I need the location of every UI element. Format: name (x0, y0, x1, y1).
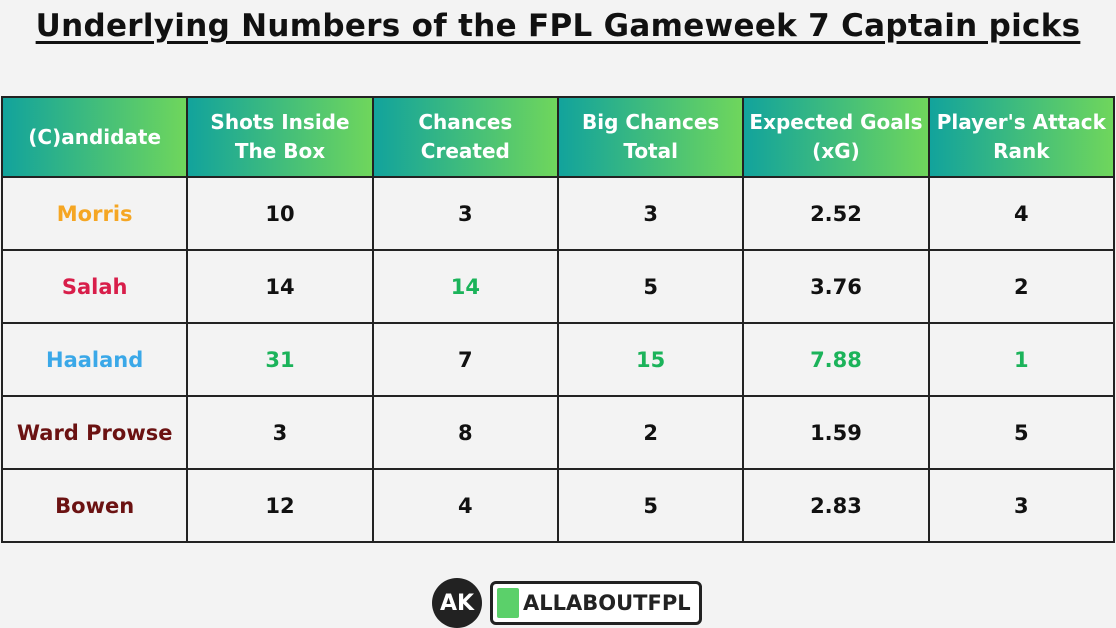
table-row: Morris 10 3 3 2.52 4 (0, 176, 1116, 251)
table-row: Bowen 12 4 5 2.83 3 (0, 468, 1116, 543)
logo-brand: ALLABOUTFPL (490, 581, 702, 625)
table-row: Salah 14 14 5 3.76 2 (0, 249, 1116, 324)
player-name: Salah (0, 249, 189, 324)
stat-cell: 12 (186, 468, 374, 543)
column-header: Player's Attack Rank (927, 96, 1116, 178)
stat-cell: 7 (371, 322, 559, 397)
title: Underlying Numbers of the FPL Gameweek 7… (35, 8, 1081, 44)
stat-cell: 7.88 (742, 322, 930, 397)
brand-text: ALLABOUTFPL (523, 591, 691, 615)
stat-cell: 31 (186, 322, 374, 397)
player-name: Ward Prowse (0, 395, 189, 470)
stat-cell: 14 (371, 249, 559, 324)
stat-cell: 1 (927, 322, 1116, 397)
stat-cell: 4 (927, 176, 1116, 251)
column-header: Shots Inside The Box (186, 96, 374, 178)
player-name: Morris (0, 176, 189, 251)
stat-cell: 5 (556, 468, 745, 543)
table-row: Ward Prowse 3 8 2 1.59 5 (0, 395, 1116, 470)
stat-cell: 3 (927, 468, 1116, 543)
stat-cell: 8 (371, 395, 559, 470)
logo-badge: AK (432, 578, 482, 628)
footer: AK ALLABOUTFPL (432, 578, 702, 628)
stat-cell: 14 (186, 249, 374, 324)
stat-cell: 1.59 (742, 395, 930, 470)
header-row: (C)andidate Shots Inside The Box Chances C… (0, 96, 1116, 178)
player-name: Haaland (0, 322, 189, 397)
stat-cell: 2.52 (742, 176, 930, 251)
stat-cell: 3 (556, 176, 745, 251)
column-header: Big Chances Total (556, 96, 745, 178)
stat-cell: 2.83 (742, 468, 930, 543)
column-header: Expected Goals (xG) (742, 96, 930, 178)
column-header: Chances Created (371, 96, 559, 178)
stat-cell: 3 (371, 176, 559, 251)
stat-cell: 2 (556, 395, 745, 470)
stat-cell: 3 (186, 395, 374, 470)
column-header: (C)andidate (0, 96, 189, 178)
brand-icon (497, 588, 519, 618)
stat-cell: 5 (927, 395, 1116, 470)
stat-cell: 2 (927, 249, 1116, 324)
stat-cell: 5 (556, 249, 745, 324)
table-row: Haaland 31 7 15 7.88 1 (0, 322, 1116, 397)
table-body: Morris 10 3 3 2.52 4 Salah 14 14 5 3.76 2 Haaland 31 7… (0, 176, 1116, 543)
stat-cell: 3.76 (742, 249, 930, 324)
stat-cell: 10 (186, 176, 374, 251)
stat-cell: 4 (371, 468, 559, 543)
player-name: Bowen (0, 468, 189, 543)
stats-table: (C)andidate Shots Inside The Box Chances C… (0, 96, 1116, 543)
stat-cell: 15 (556, 322, 745, 397)
